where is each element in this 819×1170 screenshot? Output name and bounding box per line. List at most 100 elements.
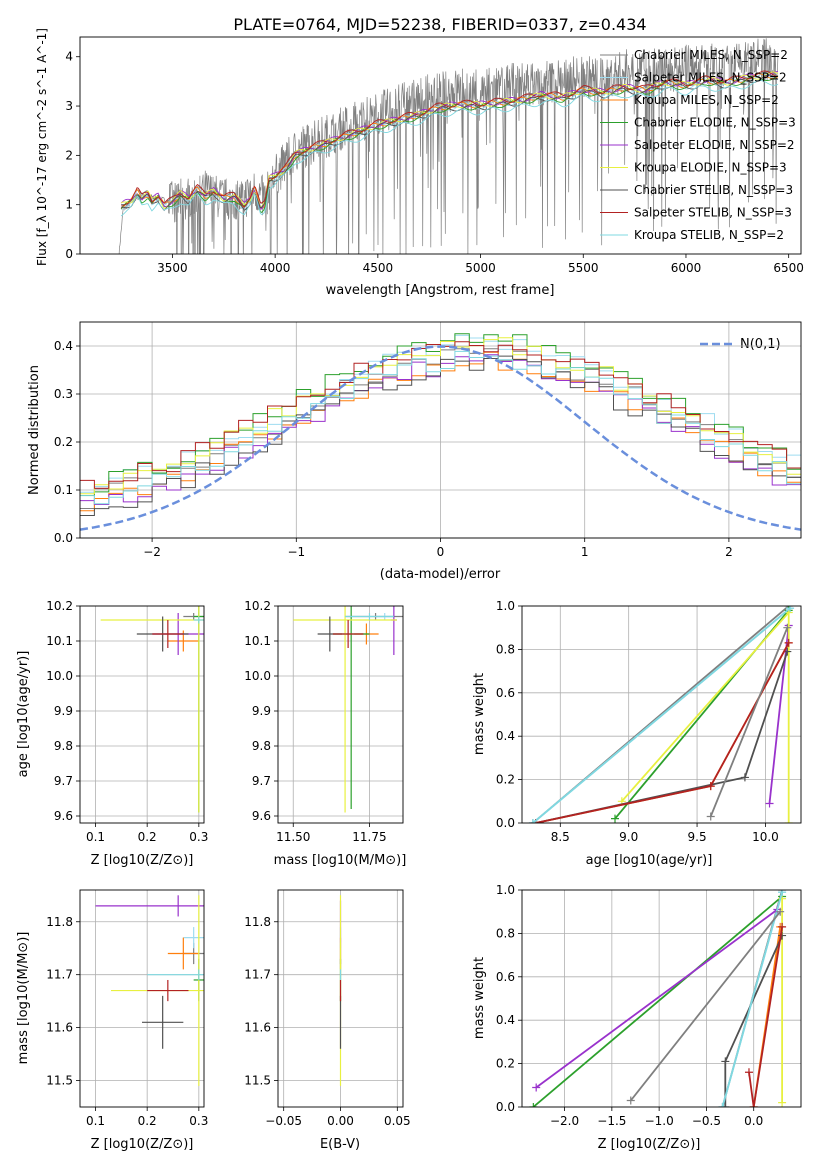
age-vs-mass-ytick-label: 9.6 [252, 809, 271, 823]
weight-vs-Z-series-8 [748, 926, 783, 1107]
mass-vs-ebv-ytick-label: 11.7 [244, 968, 271, 982]
weight-vs-Z-marker [529, 1103, 538, 1107]
residuals-xlabel: (data-model)/error [380, 567, 501, 582]
residuals-ytick-label: 0.1 [54, 483, 73, 497]
weight-age-ylabel: mass weight [472, 673, 487, 755]
weight-vs-Z-series-5 [535, 908, 778, 1089]
normal-reference-curve [80, 345, 801, 531]
weight-vs-Z-marker [626, 1096, 635, 1105]
mass-z-ylabel: mass [log10(M/M⊙)] [16, 932, 31, 1065]
mass-vs-Z-plot [95, 895, 204, 1086]
weight-vs-Z-ytick-label: 0.6 [496, 970, 515, 984]
age-vs-mass-ytick-label: 10.1 [244, 634, 271, 648]
spectrum-xtick-label: 6500 [773, 261, 804, 275]
mass-z-panel: Z [log10(Z/Z⊙)] mass [log10(M/M⊙)] [16, 932, 193, 1152]
spectrum-model-line-5 [120, 71, 779, 210]
spectrum-model-line-2 [120, 73, 778, 211]
spectrum-xtick-label: 5500 [568, 261, 599, 275]
weight-vs-age-ytick-label: 1.0 [496, 599, 515, 613]
weight-vs-Z-marker [778, 1098, 787, 1107]
weight-vs-age-marker [706, 782, 715, 791]
weight-vs-Z-xtick-label: −2.0 [550, 1114, 579, 1128]
weight-vs-age-xtick-label: 9.5 [688, 830, 707, 844]
legend-label-7: Chabrier STELIB, N_SSP=3 [634, 183, 793, 197]
mass-vs-Z-axes: 0.1 0.2 0.3 11.5 11.6 11.7 11.8 [46, 890, 208, 1128]
weight-vs-Z-marker [744, 1068, 753, 1077]
weight-vs-Z-frame [521, 889, 802, 1108]
age-mass-panel: mass [log10(M/M⊙)] [274, 853, 407, 868]
age-vs-Z-frame [79, 605, 205, 824]
weight-vs-age-marker [765, 799, 774, 808]
residuals-xtick-label: 0 [437, 545, 445, 559]
spectrum-legend: Chabrier MILES, N_SSP=2 Salpeter MILES, N… [600, 48, 796, 242]
age-vs-Z-ytick-label: 9.8 [54, 739, 73, 753]
spectrum-xtick-label: 4500 [363, 261, 394, 275]
spectrum-ytick-label: 2 [65, 148, 73, 162]
mass-vs-ebv-xtick-label: 0.05 [384, 1114, 411, 1128]
mass-vs-Z-ytick-label: 11.7 [46, 968, 73, 982]
age-z-ylabel: age [log10(age/yr)] [16, 651, 31, 778]
spectrum-ytick-label: 4 [65, 50, 73, 64]
age-vs-mass-xtick-label: 11.75 [352, 830, 386, 844]
age-vs-mass-ytick-label: 9.8 [252, 739, 271, 753]
weight-age-xlabel: age [log10(age/yr)] [586, 853, 713, 868]
weight-z-xlabel: Z [log10(Z/Z⊙)] [598, 1137, 701, 1152]
residual-histogram-9 [80, 350, 801, 505]
weight-vs-Z-xtick-label: −1.5 [597, 1114, 626, 1128]
legend-label-1: Chabrier MILES, N_SSP=2 [634, 48, 788, 62]
weight-vs-Z-ytick-label: 0.2 [496, 1057, 515, 1071]
figure-title: PLATE=0764, MJD=52238, FIBERID=0337, z=0… [233, 15, 646, 34]
age-vs-mass-ytick-label: 9.7 [252, 774, 271, 788]
spectrum-panel: wavelength [Angstrom, rest frame] Flux [… [35, 28, 554, 298]
weight-vs-Z-marker [718, 1103, 727, 1107]
spectrum-xtick-label: 3500 [157, 261, 188, 275]
age-vs-Z-xtick-label: 0.1 [86, 830, 105, 844]
mass-vs-Z-ytick-label: 11.5 [46, 1074, 73, 1088]
spectrum-xlabel: wavelength [Angstrom, rest frame] [326, 283, 555, 298]
residuals-frame [79, 321, 802, 539]
mass-vs-ebv-xtick-label: 0.00 [327, 1114, 354, 1128]
weight-vs-Z-series-9 [721, 891, 783, 1107]
mass-vs-ebv-xtick-label: −0.05 [265, 1114, 302, 1128]
weight-vs-Z-marker [721, 1103, 730, 1107]
weight-vs-Z-ytick-label: 0.4 [496, 1013, 515, 1027]
residuals-ytick-label: 0.3 [54, 387, 73, 401]
legend-label-8: Salpeter STELIB, N_SSP=3 [634, 206, 792, 220]
mass-vs-Z-ytick-label: 11.8 [46, 915, 73, 929]
weight-vs-Z-ytick-label: 0.0 [496, 1100, 515, 1114]
spectrum-model-line-9 [120, 80, 779, 217]
weight-vs-age-series-9 [532, 607, 791, 823]
age-vs-Z-ytick-label: 10.1 [46, 634, 73, 648]
age-vs-Z-ytick-label: 9.7 [54, 774, 73, 788]
weight-age-panel: age [log10(age/yr)] mass weight [472, 673, 712, 868]
residuals-xtick-label: −1 [287, 545, 305, 559]
weight-vs-age-ytick-label: 0.8 [496, 642, 515, 656]
mass-vs-ebv-frame [277, 889, 404, 1108]
spectrum-ytick-label: 0 [65, 247, 73, 261]
weight-vs-Z-xtick-label: −0.5 [692, 1114, 721, 1128]
weight-vs-age-marker [740, 773, 749, 782]
weight-vs-age-xtick-label: 8.5 [551, 830, 570, 844]
weight-vs-age-marker [784, 638, 793, 647]
weight-vs-age-ytick-label: 0.0 [496, 816, 515, 830]
age-vs-Z-xtick-label: 0.3 [189, 830, 208, 844]
weight-vs-Z-marker [721, 1057, 730, 1066]
age-vs-mass-ytick-label: 9.9 [252, 704, 271, 718]
residuals-ytick-label: 0.0 [54, 531, 73, 545]
residuals-xtick-label: 2 [725, 545, 733, 559]
mass-vs-Z-frame [79, 889, 205, 1108]
residuals-xtick-label: −2 [143, 545, 161, 559]
spectrum-axes: 3500 4000 4500 5000 5500 6000 6500 0 1 2 3 4 [65, 50, 804, 275]
weight-vs-Z-xtick-label: 0.0 [744, 1114, 763, 1128]
weight-z-ylabel: mass weight [472, 957, 487, 1039]
residuals-ytick-label: 0.2 [54, 435, 73, 449]
age-vs-Z-plot [100, 606, 204, 813]
weight-vs-age-frame [521, 605, 802, 824]
age-vs-mass-axes: 11.50 11.75 9.6 9.7 9.8 9.9 10.0 10.1 10.2 [244, 599, 403, 844]
weight-vs-Z-ytick-label: 0.8 [496, 926, 515, 940]
weight-vs-Z-marker [778, 922, 787, 931]
mass-vs-ebv-ytick-label: 11.5 [244, 1074, 271, 1088]
spectrum-plot [118, 38, 779, 254]
